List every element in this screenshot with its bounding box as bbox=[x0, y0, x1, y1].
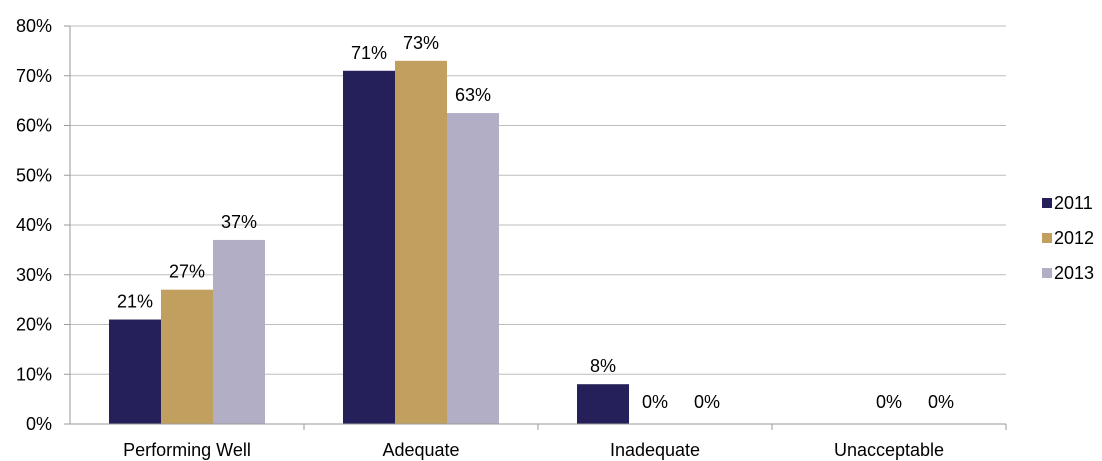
y-tick-label: 40% bbox=[16, 215, 52, 235]
data-label: 0% bbox=[642, 392, 668, 412]
y-tick-label: 70% bbox=[16, 66, 52, 86]
data-labels: 21% 27% 37% 71% 73% 63% 8% 0% 0% 0% 0% bbox=[117, 33, 954, 412]
bar bbox=[395, 60, 447, 424]
x-tick-label: Adequate bbox=[382, 440, 459, 460]
bar bbox=[343, 70, 395, 425]
data-label: 27% bbox=[169, 262, 205, 282]
data-label: 8% bbox=[590, 356, 616, 376]
y-tick-label: 60% bbox=[16, 116, 52, 136]
legend-swatch bbox=[1042, 198, 1052, 208]
y-tick-label: 80% bbox=[16, 16, 52, 36]
y-tick-label: 50% bbox=[16, 165, 52, 185]
bars bbox=[109, 60, 629, 425]
y-axis-ticks: 0% 10% 20% 30% 40% 50% 60% 70% 80% bbox=[16, 16, 70, 434]
y-tick-label: 10% bbox=[16, 364, 52, 384]
legend-label: 2012 bbox=[1054, 228, 1094, 248]
data-label: 0% bbox=[928, 392, 954, 412]
legend: 2011 2012 2013 bbox=[1042, 193, 1094, 283]
legend-label: 2011 bbox=[1054, 193, 1093, 213]
bar bbox=[577, 384, 629, 424]
bar bbox=[213, 239, 265, 424]
bar bbox=[109, 319, 161, 424]
x-tick-label: Inadequate bbox=[610, 440, 700, 460]
data-label: 63% bbox=[455, 85, 491, 105]
bar bbox=[161, 289, 213, 424]
data-label: 71% bbox=[351, 43, 387, 63]
y-tick-label: 30% bbox=[16, 265, 52, 285]
y-tick-label: 0% bbox=[26, 414, 52, 434]
bar bbox=[447, 113, 499, 424]
data-label: 0% bbox=[876, 392, 902, 412]
data-label: 21% bbox=[117, 292, 153, 312]
x-axis: Performing Well Adequate Inadequate Unaccep… bbox=[69, 26, 1007, 460]
x-tick-label: Performing Well bbox=[123, 440, 251, 460]
data-label: 37% bbox=[221, 212, 257, 232]
x-tick-label: Unacceptable bbox=[834, 440, 944, 460]
legend-swatch bbox=[1042, 233, 1052, 243]
y-tick-label: 20% bbox=[16, 315, 52, 335]
legend-label: 2013 bbox=[1054, 263, 1094, 283]
legend-swatch bbox=[1042, 268, 1052, 278]
data-label: 0% bbox=[694, 392, 720, 412]
data-label: 73% bbox=[403, 33, 439, 53]
